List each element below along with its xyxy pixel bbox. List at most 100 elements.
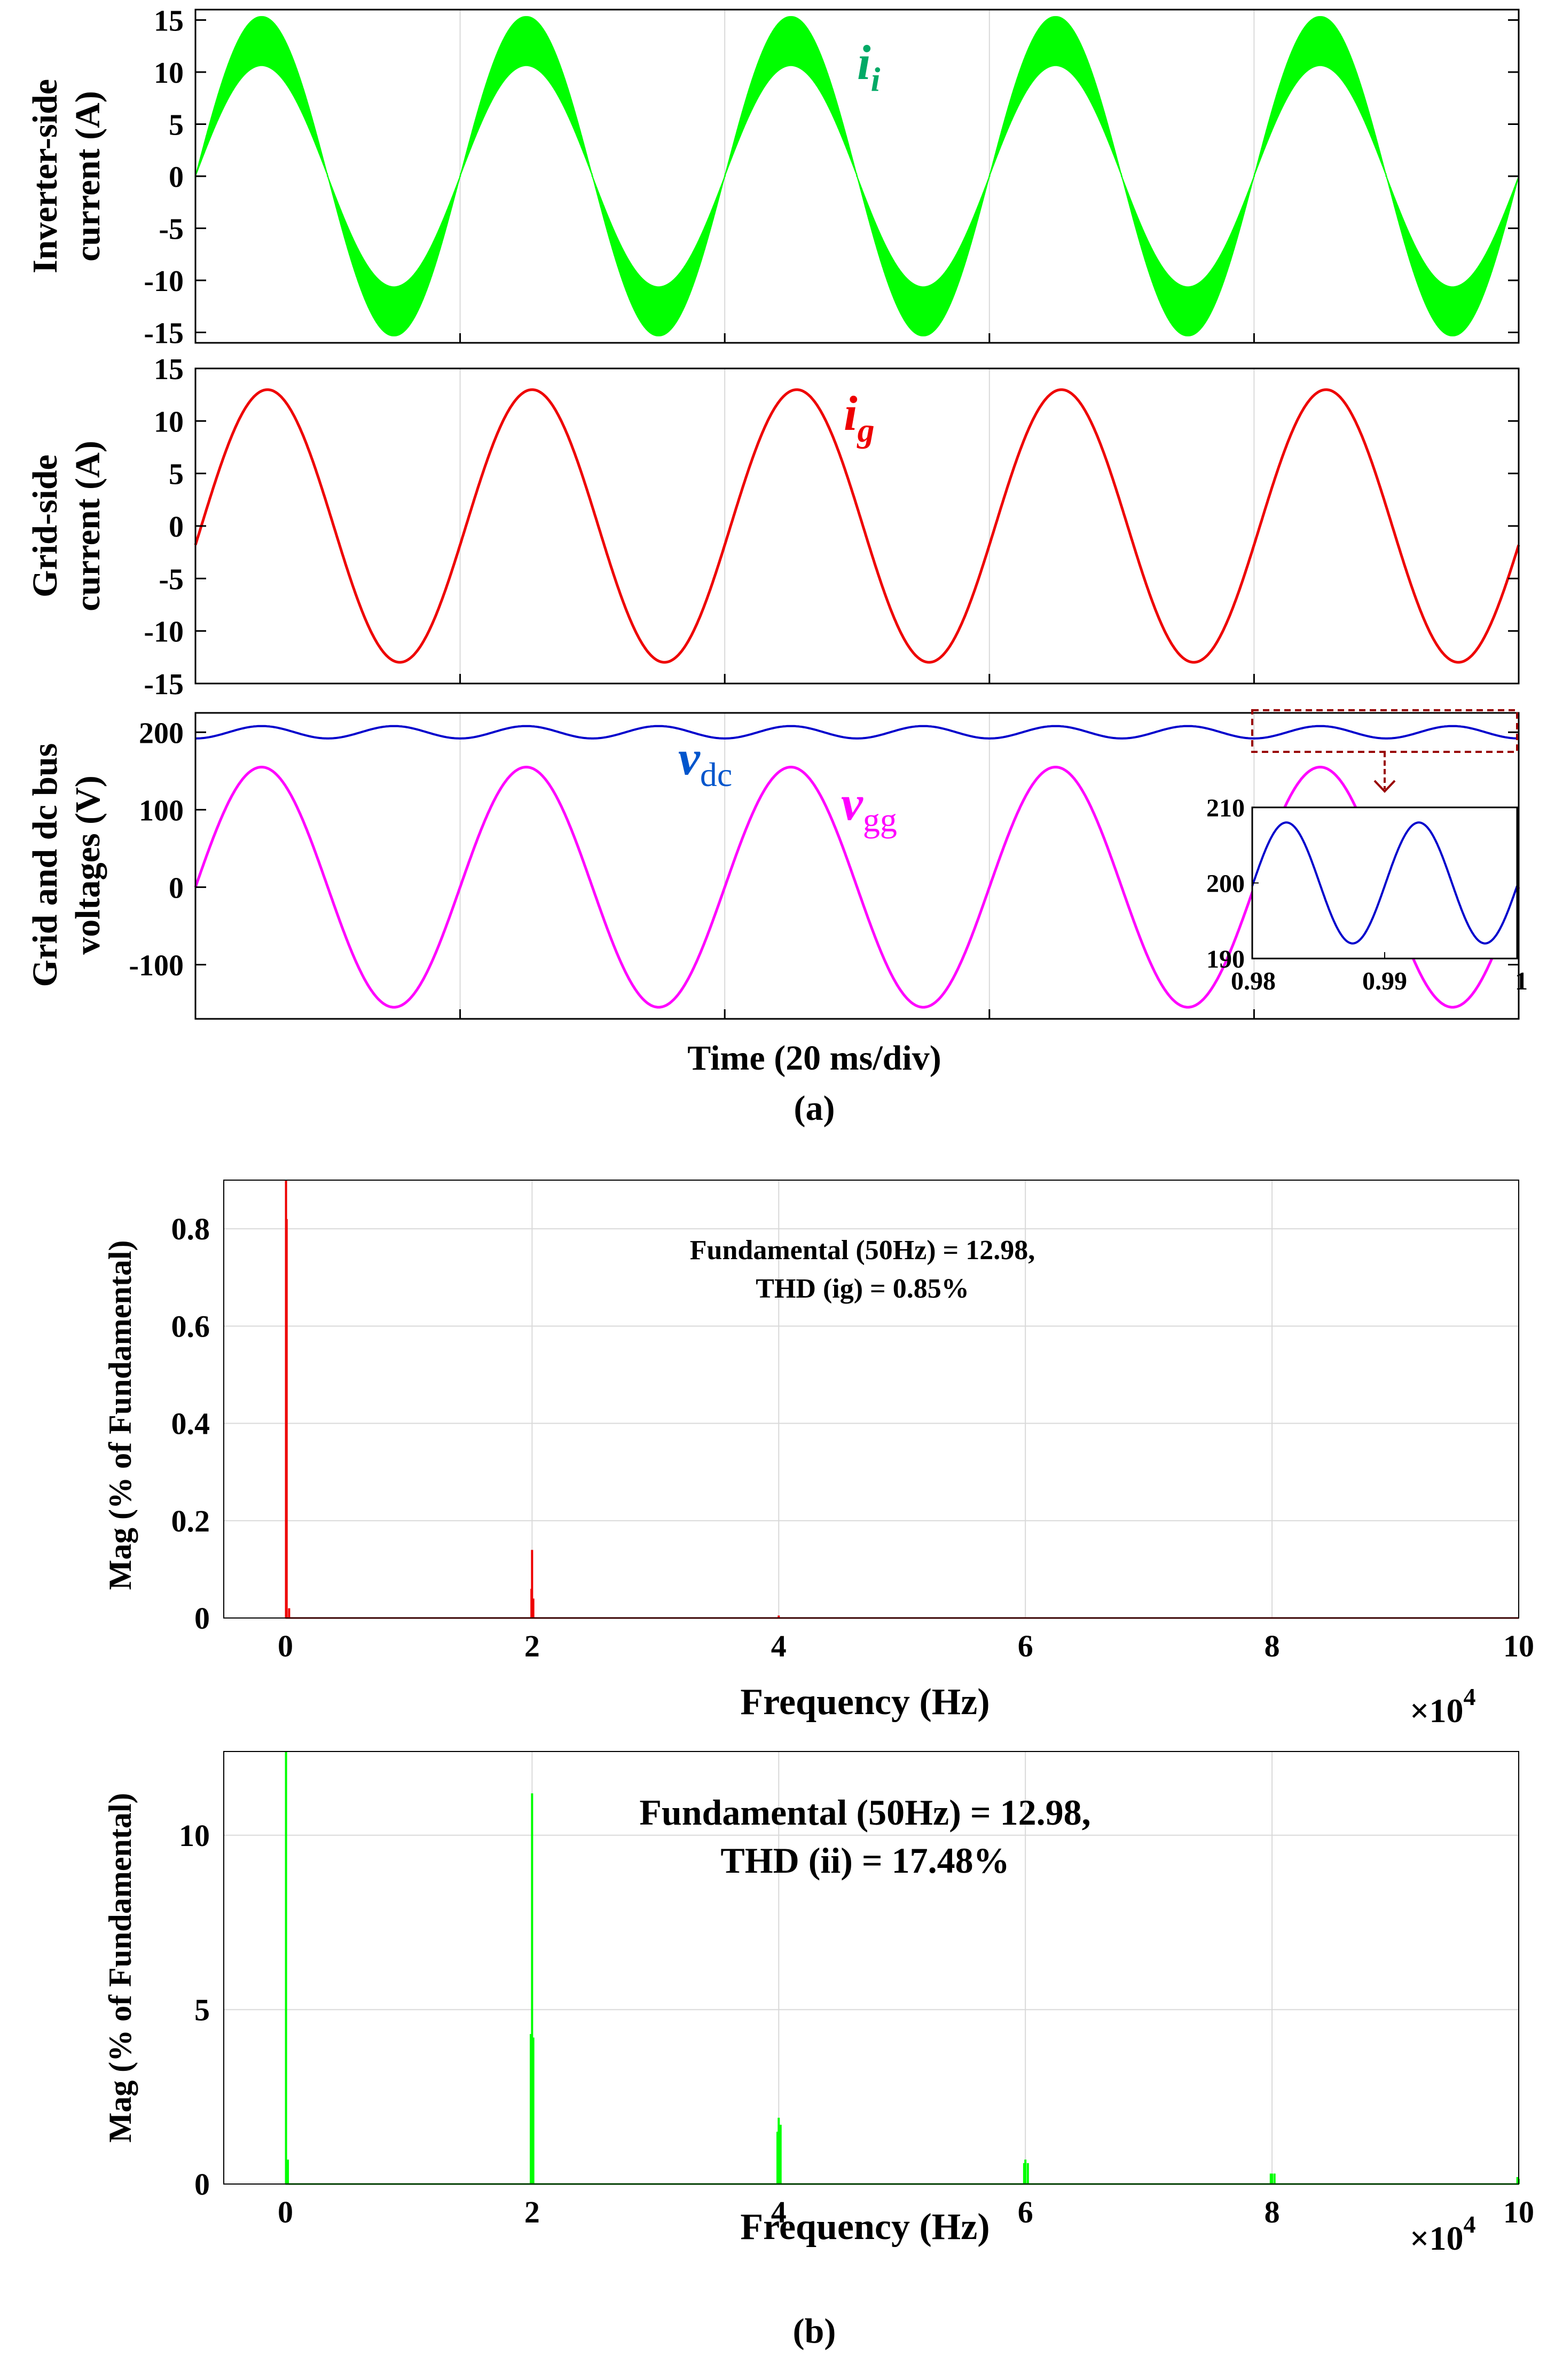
spectrum-x-tick-label: 0 bbox=[278, 2195, 293, 2229]
spectrum-ii-x-multiplier: ×104 bbox=[1410, 2211, 1475, 2257]
ig-series-label: ig bbox=[844, 386, 875, 449]
vdc-subscript: dc bbox=[700, 756, 732, 794]
spectrum-y-tick-label: 10 bbox=[179, 1818, 210, 1853]
zoom-arrow-head bbox=[1373, 780, 1396, 793]
panel-b-caption: (b) bbox=[793, 2312, 836, 2351]
y-tick-label: 10 bbox=[154, 57, 184, 90]
spectrum-ii-xlabel: Frequency (Hz) bbox=[740, 2206, 990, 2248]
spectrum-ii-bars bbox=[285, 1751, 1520, 2184]
grid-current-y-ticks: 15 10 5 0 -5 -10 -15 bbox=[144, 353, 1519, 701]
y-tick-label: 15 bbox=[154, 5, 184, 38]
inverter-current-y-ticks: 15 10 5 0 -5 -10 -15 bbox=[144, 5, 1519, 350]
inverter-current-ylabel-line2: current (A) bbox=[68, 91, 107, 262]
grid-current-waveform bbox=[194, 388, 1520, 664]
spectrum-ii-axes-frame bbox=[223, 1751, 1519, 2185]
spectrum-x-tick-label: 6 bbox=[1018, 2195, 1033, 2229]
spectrum-y-tick-label: 0.4 bbox=[171, 1407, 210, 1441]
panel-a-caption: (a) bbox=[794, 1089, 835, 1128]
ig-symbol: i bbox=[844, 386, 858, 441]
spectrum-ig-x-multiplier: ×104 bbox=[1410, 1683, 1475, 1730]
y-tick-label: -5 bbox=[159, 213, 184, 246]
vgg-symbol: v bbox=[841, 776, 863, 830]
spectrum-x-tick-label: 10 bbox=[1503, 1629, 1534, 1663]
y-tick-label: 15 bbox=[154, 353, 184, 386]
vdc-symbol: v bbox=[678, 731, 701, 785]
y-tick-label: -10 bbox=[144, 616, 184, 649]
spectrum-x-tick-label: 8 bbox=[1265, 1629, 1280, 1663]
grid-current-ylabel-line2: current (A) bbox=[68, 441, 107, 611]
spectrum-x-tick-label: 6 bbox=[1018, 1629, 1033, 1663]
y-tick-label: -15 bbox=[144, 668, 184, 701]
spectrum-ig-multiplier-base: ×10 bbox=[1410, 1692, 1463, 1730]
y-tick-label: -5 bbox=[159, 563, 184, 596]
dc-bus-voltage-waveform bbox=[195, 725, 1519, 740]
inset-x-tick-label: 1 bbox=[1515, 967, 1528, 995]
spectrum-y-tick-label: 0 bbox=[194, 1601, 210, 1636]
grid-current-plot: 15 10 5 0 -5 -10 -15 Grid-side current (A) ig bbox=[26, 353, 1520, 701]
spectrum-x-tick-label: 2 bbox=[524, 2195, 540, 2229]
voltages-grid bbox=[459, 713, 1255, 1019]
y-tick-label: 10 bbox=[154, 405, 184, 438]
spectrum-ii-ylabel: Mag (% of Fundamental) bbox=[103, 1793, 138, 2143]
spectrum-ig-annotation-line1: Fundamental (50Hz) = 12.98, bbox=[690, 1235, 1035, 1266]
ii-series-label: ii bbox=[857, 35, 881, 98]
y-tick-label: -100 bbox=[129, 949, 184, 982]
spectrum-ig-annotation-line2: THD (ig) = 0.85% bbox=[756, 1274, 969, 1304]
spectrum-x-tick-label: 4 bbox=[771, 2195, 787, 2229]
inset-y-tick-label: 200 bbox=[1206, 870, 1245, 898]
voltages-y-ticks: 200 100 0 -100 bbox=[129, 717, 1519, 1019]
inverter-current-plot: 15 10 5 0 -5 -10 -15 Inverter-side current (A)… bbox=[26, 5, 1520, 350]
voltages-plot: 200 100 0 -100 Grid and dc bus voltages (V)… bbox=[26, 709, 1528, 1128]
inset-y-tick-label: 210 bbox=[1206, 794, 1245, 822]
inset-y-tick-label: 190 bbox=[1206, 945, 1245, 973]
spectrum-x-tick-label: 10 bbox=[1503, 2195, 1534, 2229]
spectrum-ii-annotation-line2: THD (ii) = 17.48% bbox=[720, 1840, 1009, 1881]
spectrum-y-tick-label: 0.2 bbox=[171, 1504, 210, 1538]
inset-x-tick-label: 0.98 bbox=[1231, 967, 1276, 995]
spectrum-ig-xlabel: Frequency (Hz) bbox=[740, 1682, 990, 1723]
inset-x-tick-label: 0.99 bbox=[1362, 967, 1407, 995]
spectrum-y-tick-label: 0.6 bbox=[171, 1309, 210, 1344]
y-tick-label: 200 bbox=[139, 717, 184, 750]
voltages-axes-frame bbox=[194, 712, 1520, 1020]
spectrum-x-tick-label: 8 bbox=[1265, 2195, 1280, 2229]
voltages-ylabel-line1: Grid and dc bus bbox=[26, 743, 65, 987]
inverter-current-ylabel-line1: Inverter-side bbox=[26, 79, 65, 273]
spectrum-ii-ticks: 0 2 4 6 8 10 10 5 0 bbox=[179, 1818, 1534, 2229]
y-tick-label: 0 bbox=[169, 871, 184, 905]
spectrum-ig-plot: 0 2 4 6 8 10 0.8 0.6 0.4 0.2 0 Mag (% of Fundament… bbox=[103, 1180, 1534, 1730]
panel-a-xlabel: Time (20 ms/div) bbox=[687, 1039, 941, 1078]
spectrum-y-tick-label: 0.8 bbox=[171, 1212, 210, 1246]
y-tick-label: 5 bbox=[169, 458, 184, 491]
voltages-ylabel-line2: voltages (V) bbox=[68, 775, 107, 954]
spectrum-ii-plot: 0 2 4 6 8 10 10 5 0 Mag (% of Fundamental) Frequ… bbox=[103, 1751, 1534, 2351]
ii-subscript: i bbox=[871, 60, 881, 98]
inset-dc-bus-waveform bbox=[1251, 821, 1518, 945]
spectrum-x-tick-label: 2 bbox=[524, 1629, 540, 1663]
y-tick-label: 0 bbox=[169, 510, 184, 544]
spectrum-ii-annotation-line1: Fundamental (50Hz) = 12.98, bbox=[639, 1792, 1090, 1833]
spectrum-x-tick-label: 4 bbox=[771, 1629, 787, 1663]
ig-subscript: g bbox=[857, 411, 875, 449]
grid-voltage-waveform bbox=[194, 765, 1520, 1009]
y-tick-label: 5 bbox=[169, 109, 184, 142]
grid-current-ylabel-line1: Grid-side bbox=[26, 454, 65, 598]
spectrum-y-tick-label: 0 bbox=[194, 2167, 210, 2202]
spectrum-ig-multiplier-exp: 4 bbox=[1463, 1683, 1475, 1710]
spectrum-ig-bars bbox=[285, 1180, 780, 1618]
y-tick-label: 100 bbox=[139, 794, 184, 827]
vdc-series-label: vdc bbox=[678, 731, 732, 794]
spectrum-ig-axes-frame bbox=[223, 1180, 1519, 1619]
inverter-current-waveform bbox=[195, 16, 1519, 336]
spectrum-x-tick-label: 0 bbox=[278, 1629, 293, 1663]
spectrum-ii-multiplier-base: ×10 bbox=[1410, 2219, 1463, 2257]
y-tick-label: 0 bbox=[169, 161, 184, 194]
y-tick-label: -10 bbox=[144, 265, 184, 298]
spectrum-ii-multiplier-exp: 4 bbox=[1463, 2211, 1475, 2238]
spectrum-ig-ticks: 0 2 4 6 8 10 0.8 0.6 0.4 0.2 0 bbox=[171, 1212, 1535, 1663]
spectrum-ig-ylabel: Mag (% of Fundamental) bbox=[103, 1240, 138, 1590]
grid-current-grid bbox=[459, 368, 1255, 684]
